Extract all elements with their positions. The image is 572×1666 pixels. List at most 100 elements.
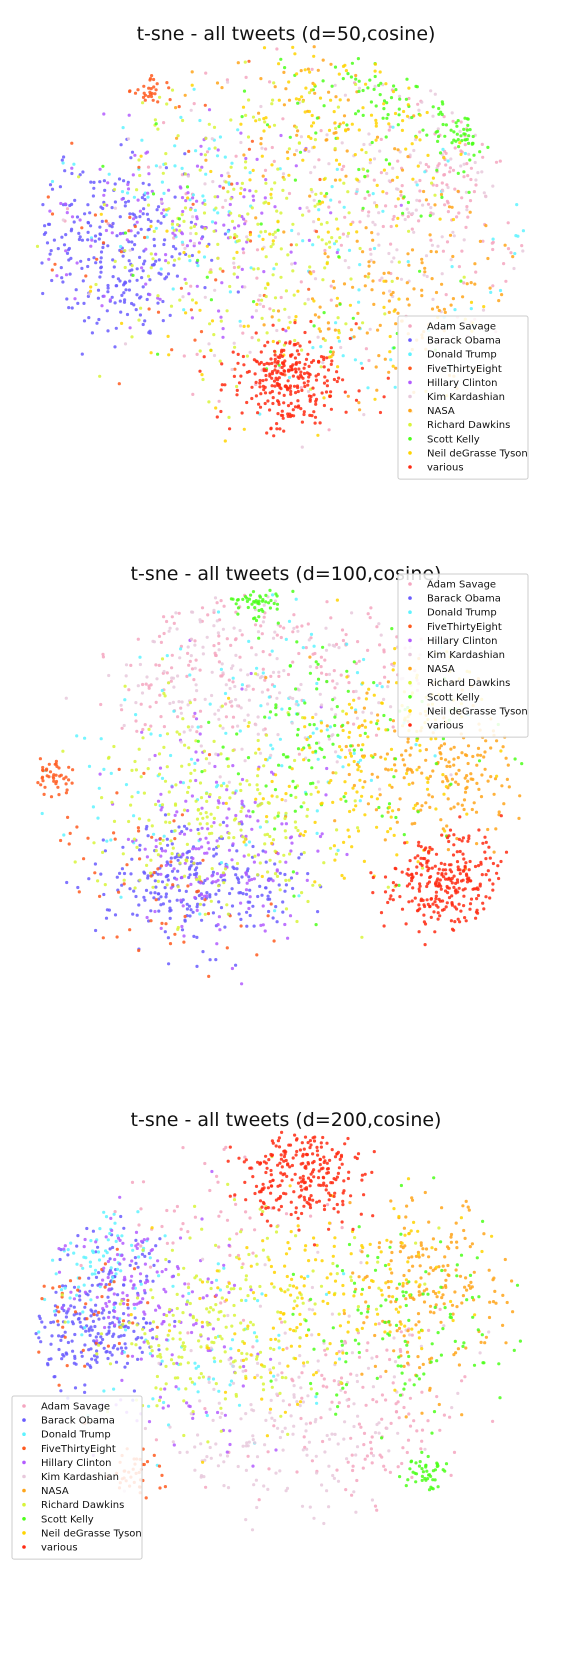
data-point: [436, 917, 440, 921]
data-point: [193, 1361, 197, 1365]
data-point: [478, 239, 482, 243]
data-point: [350, 845, 354, 849]
data-point: [328, 846, 333, 850]
data-point: [173, 1324, 177, 1328]
data-point: [217, 399, 221, 403]
legend-label: various: [427, 463, 464, 474]
data-point: [319, 355, 324, 359]
data-point: [396, 148, 400, 152]
data-point: [474, 178, 478, 182]
data-point: [444, 775, 448, 779]
data-point: [171, 1284, 175, 1288]
data-point: [382, 665, 386, 669]
data-point: [235, 598, 239, 602]
data-point: [194, 232, 198, 236]
data-point: [301, 99, 305, 104]
data-point: [344, 128, 348, 132]
data-point: [359, 769, 363, 773]
data-point: [268, 588, 272, 592]
data-point: [155, 208, 159, 212]
data-point: [244, 113, 248, 117]
data-point: [444, 868, 448, 872]
data-point: [393, 866, 397, 870]
data-point: [325, 1385, 329, 1389]
data-point: [397, 883, 401, 887]
data-point: [203, 202, 207, 206]
data-point: [239, 706, 243, 710]
data-point: [386, 768, 390, 772]
data-point: [389, 224, 393, 229]
data-point: [219, 1210, 223, 1214]
data-point: [289, 250, 293, 254]
data-point: [136, 684, 140, 688]
data-point: [315, 687, 319, 691]
data-point: [248, 178, 252, 182]
data-point: [250, 385, 254, 389]
data-point: [405, 297, 410, 301]
data-point: [36, 781, 40, 785]
data-point: [82, 1245, 86, 1249]
data-point: [82, 857, 86, 861]
data-point: [135, 1246, 139, 1250]
data-point: [416, 810, 420, 814]
data-point: [490, 241, 494, 245]
data-point: [212, 644, 216, 648]
data-point: [198, 902, 202, 906]
data-point: [239, 924, 243, 928]
series-neil-degrasse-tyson: [88, 45, 486, 443]
data-point: [446, 877, 450, 881]
data-point: [296, 289, 300, 293]
data-point: [450, 111, 454, 115]
data-point: [324, 390, 329, 394]
data-point: [96, 1245, 100, 1249]
legend-label: Kim Kardashian: [427, 392, 505, 403]
data-point: [127, 688, 131, 692]
data-point: [451, 297, 455, 301]
data-point: [257, 118, 261, 122]
data-point: [134, 215, 138, 219]
data-point: [276, 361, 280, 365]
data-point: [123, 1365, 127, 1369]
data-point: [90, 238, 94, 242]
data-point: [183, 914, 187, 919]
data-point: [88, 1289, 92, 1293]
data-point: [273, 296, 278, 300]
data-point: [147, 1251, 151, 1256]
data-point: [373, 223, 377, 227]
legend-item: Barack Obama: [408, 594, 501, 605]
data-point: [378, 681, 382, 685]
data-point: [433, 193, 437, 197]
data-point: [309, 272, 313, 276]
data-point: [205, 799, 209, 803]
data-point: [277, 402, 281, 406]
legend-label: Barack Obama: [427, 594, 501, 605]
data-point: [223, 232, 227, 236]
data-point: [76, 1288, 80, 1292]
data-point: [306, 379, 310, 383]
data-point: [242, 217, 246, 221]
data-point: [235, 876, 239, 880]
data-point: [153, 92, 157, 96]
data-point: [165, 81, 169, 85]
data-point: [168, 942, 173, 946]
data-point: [103, 1325, 107, 1330]
data-point: [95, 1313, 99, 1317]
data-point: [278, 860, 282, 864]
data-point: [497, 299, 501, 303]
data-point: [205, 635, 209, 639]
data-point: [228, 202, 232, 207]
data-point: [149, 732, 153, 736]
data-point: [140, 1336, 144, 1340]
data-point: [159, 715, 163, 719]
data-point: [417, 840, 421, 844]
data-point: [494, 160, 499, 164]
data-point: [178, 252, 182, 256]
data-point: [471, 777, 475, 781]
data-point: [148, 78, 152, 82]
data-point: [301, 213, 305, 217]
data-point: [123, 204, 127, 208]
data-point: [314, 378, 319, 382]
data-point: [382, 395, 386, 399]
data-point: [227, 1243, 231, 1247]
data-point: [216, 610, 221, 614]
